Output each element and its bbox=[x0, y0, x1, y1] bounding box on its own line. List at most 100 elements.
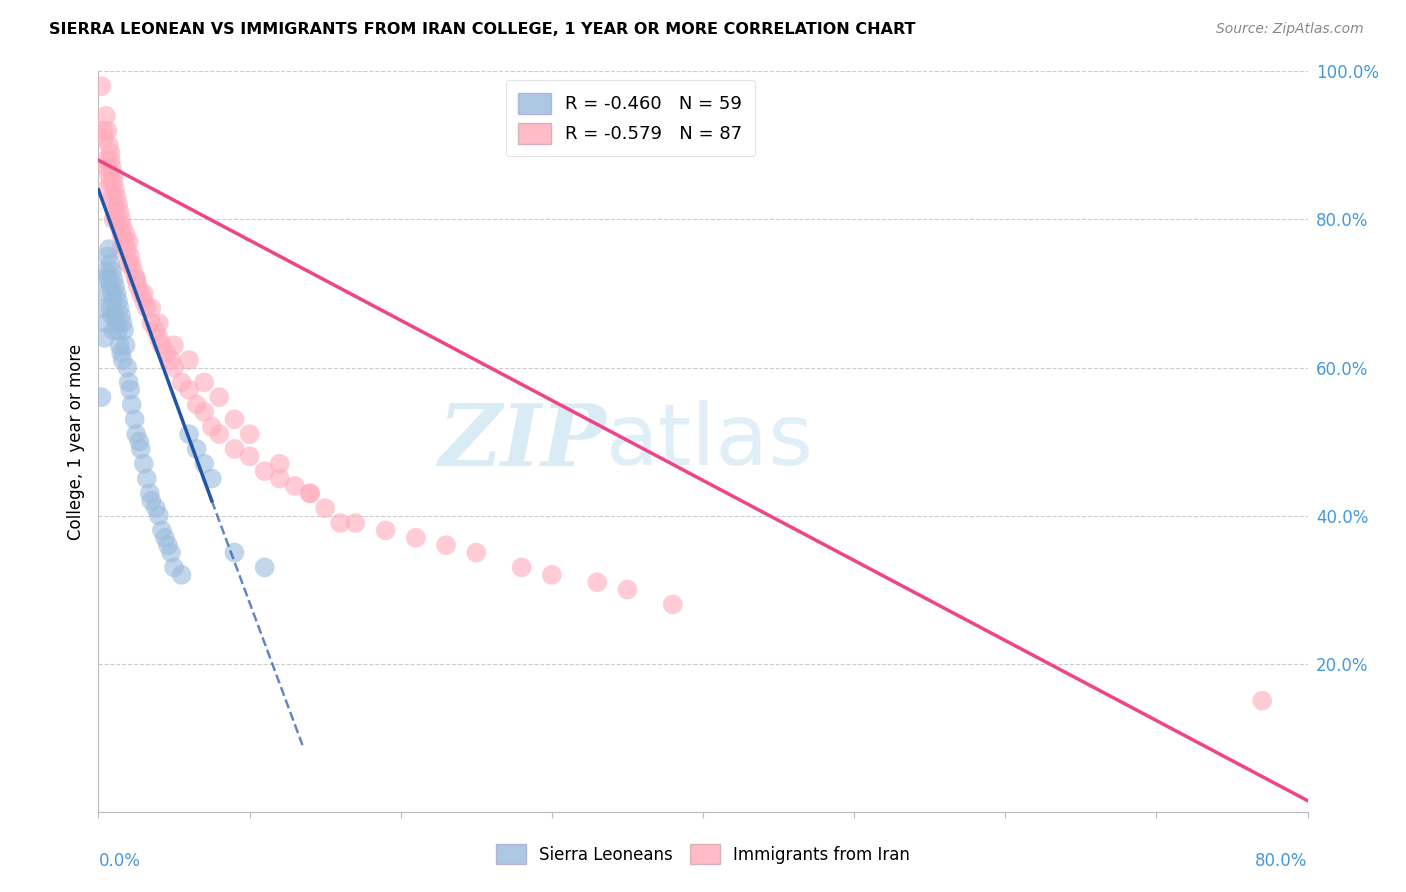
Point bbox=[107, 197, 129, 211]
Point bbox=[91, 123, 114, 137]
Point bbox=[540, 567, 562, 582]
Point bbox=[148, 316, 170, 330]
Point bbox=[105, 316, 128, 330]
Point bbox=[94, 153, 117, 168]
Point bbox=[125, 271, 148, 285]
Point bbox=[110, 212, 132, 227]
Point bbox=[103, 197, 125, 211]
Point bbox=[90, 390, 112, 404]
Point bbox=[96, 161, 118, 175]
Point bbox=[201, 419, 224, 434]
Point bbox=[284, 479, 307, 493]
Point bbox=[139, 486, 162, 500]
Point bbox=[193, 457, 215, 471]
Point bbox=[124, 412, 146, 426]
Point bbox=[104, 279, 127, 293]
Point bbox=[374, 524, 396, 538]
Point bbox=[107, 324, 129, 338]
Point bbox=[91, 301, 114, 316]
Point bbox=[314, 501, 336, 516]
Point bbox=[299, 486, 322, 500]
Point bbox=[100, 175, 122, 190]
Point bbox=[224, 412, 246, 426]
Point bbox=[434, 538, 457, 552]
Text: SIERRA LEONEAN VS IMMIGRANTS FROM IRAN COLLEGE, 1 YEAR OR MORE CORRELATION CHART: SIERRA LEONEAN VS IMMIGRANTS FROM IRAN C… bbox=[49, 22, 915, 37]
Point bbox=[104, 183, 127, 197]
Point bbox=[163, 360, 186, 375]
Point bbox=[94, 183, 117, 197]
Point bbox=[586, 575, 609, 590]
Point bbox=[405, 531, 427, 545]
Point bbox=[141, 316, 163, 330]
Point bbox=[100, 153, 122, 168]
Point bbox=[193, 405, 215, 419]
Point bbox=[201, 471, 224, 485]
Point bbox=[103, 212, 125, 227]
Point bbox=[170, 376, 193, 390]
Point bbox=[104, 205, 127, 219]
Point bbox=[121, 398, 143, 412]
Point bbox=[128, 434, 150, 449]
Point bbox=[163, 338, 186, 352]
Point bbox=[179, 427, 201, 442]
Text: ZIP: ZIP bbox=[439, 400, 606, 483]
Point bbox=[111, 316, 134, 330]
Point bbox=[114, 338, 136, 352]
Point bbox=[90, 79, 112, 94]
Point bbox=[112, 235, 135, 249]
Point bbox=[129, 442, 152, 456]
Point bbox=[94, 264, 117, 278]
Point bbox=[111, 219, 134, 234]
Point bbox=[329, 516, 352, 530]
Legend: Sierra Leoneans, Immigrants from Iran: Sierra Leoneans, Immigrants from Iran bbox=[489, 838, 917, 871]
Point bbox=[107, 293, 129, 308]
Point bbox=[93, 271, 115, 285]
Y-axis label: College, 1 year or more: College, 1 year or more bbox=[66, 343, 84, 540]
Point bbox=[269, 457, 291, 471]
Point bbox=[100, 301, 122, 316]
Point bbox=[160, 353, 183, 368]
Point bbox=[110, 345, 132, 359]
Point bbox=[150, 524, 173, 538]
Point bbox=[103, 324, 125, 338]
Point bbox=[156, 538, 179, 552]
Point bbox=[208, 427, 231, 442]
Point bbox=[179, 383, 201, 397]
Point bbox=[170, 567, 193, 582]
Point bbox=[118, 257, 141, 271]
Point bbox=[145, 324, 167, 338]
Point bbox=[193, 376, 215, 390]
Point bbox=[105, 212, 128, 227]
Point bbox=[269, 471, 291, 485]
Point bbox=[148, 508, 170, 523]
Point bbox=[96, 250, 118, 264]
Point bbox=[155, 345, 177, 359]
Point bbox=[94, 316, 117, 330]
Point bbox=[115, 242, 138, 256]
Point bbox=[103, 293, 125, 308]
Point bbox=[101, 161, 124, 175]
Point bbox=[132, 293, 155, 308]
Point bbox=[465, 546, 488, 560]
Point bbox=[96, 123, 118, 137]
Point bbox=[616, 582, 638, 597]
Point bbox=[129, 286, 152, 301]
Text: 0.0%: 0.0% bbox=[98, 853, 141, 871]
Point bbox=[100, 279, 122, 293]
Point bbox=[110, 309, 132, 323]
Point bbox=[112, 324, 135, 338]
Text: atlas: atlas bbox=[606, 400, 814, 483]
Point bbox=[125, 271, 148, 285]
Point bbox=[94, 109, 117, 123]
Point bbox=[224, 546, 246, 560]
Text: Source: ZipAtlas.com: Source: ZipAtlas.com bbox=[1216, 22, 1364, 37]
Point bbox=[145, 501, 167, 516]
Point bbox=[148, 331, 170, 345]
Legend: R = -0.460   N = 59, R = -0.579   N = 87: R = -0.460 N = 59, R = -0.579 N = 87 bbox=[506, 80, 755, 156]
Point bbox=[108, 338, 131, 352]
Point bbox=[118, 235, 141, 249]
Point bbox=[98, 242, 121, 256]
Point bbox=[344, 516, 367, 530]
Point bbox=[121, 257, 143, 271]
Point bbox=[103, 175, 125, 190]
